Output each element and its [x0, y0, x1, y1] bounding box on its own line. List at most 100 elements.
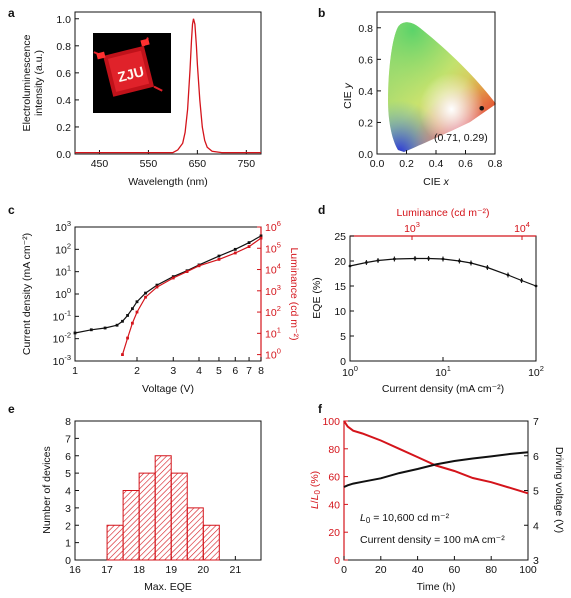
panel-d-x-tick-top-label: 104 [514, 220, 530, 235]
panel-d-x-tick-label: 100 [342, 364, 358, 379]
panel-f-x-tick-label: 100 [519, 564, 537, 576]
panel-f-y-label: L/L0 (%) [309, 471, 322, 509]
panel-d-y-tick-label: 20 [334, 256, 346, 268]
panel-d-x-tick-top-label: 103 [404, 220, 420, 235]
panel-c-current-density-point [144, 291, 147, 295]
panel-e-x-label: Max. EQE [144, 581, 192, 593]
panel-c-luminance-point [121, 353, 124, 356]
panel-b-x-tick-label: 0.4 [429, 158, 444, 170]
panel-e-bar [154, 455, 172, 561]
panel-c-x-tick-label: 7 [246, 365, 252, 377]
panel-c-current-density-point [73, 331, 77, 335]
panel-f-y-tick-right-label: 7 [533, 416, 539, 428]
panel-d-plot-frame [349, 235, 537, 362]
panel-e-x-tick-label: 17 [101, 564, 113, 576]
panel-c-y-tick-label: 101 [55, 264, 71, 279]
panel-a-x-tick-label: 650 [189, 158, 207, 170]
panel-d-eqe-point [348, 264, 352, 268]
panel-f-driving-voltage-line [343, 451, 529, 488]
panel-a-inset-text: ZJU [116, 63, 146, 85]
panel-f-annotation-current: Current density = 100 mA cm⁻² [360, 534, 505, 546]
panel-c-luminance-point [197, 264, 201, 268]
panel-a-y-label-line1: Electroluminescence [21, 34, 33, 131]
panel-c-y-tick-right-label: 101 [265, 325, 281, 340]
panel-e-y-tick-label: 8 [65, 416, 71, 428]
panel-c-current-density-point [121, 319, 124, 323]
panel-letter-c: c [8, 203, 15, 217]
panel-b-x-tick-label: 0.2 [399, 158, 414, 170]
panel-e-y-tick-label: 5 [65, 468, 71, 480]
panel-d-eqe-point [376, 259, 380, 262]
panel-b-x-label: CIE x [423, 176, 449, 188]
panel-e-y-tick-label: 0 [65, 555, 71, 567]
panel-c-x-tick-label: 6 [232, 365, 238, 377]
panel-e-bar [202, 524, 220, 561]
panel-c-x-tick-label: 2 [134, 365, 140, 377]
panel-c-luminance-point [144, 295, 147, 299]
panel-d-y-tick-label: 10 [334, 306, 346, 318]
panel-d-eqe-point [441, 257, 445, 261]
panel-f-y-tick-label: 40 [328, 499, 340, 511]
panel-e-x-tick-label: 16 [69, 564, 81, 576]
panel-c-current-density-point [155, 283, 159, 287]
panel-e-y-tick-label: 4 [65, 486, 71, 498]
panel-e-y-tick-label: 7 [65, 433, 71, 445]
panel-c-current-density-point [233, 247, 237, 251]
panel-b-x-tick-label: 0.8 [488, 158, 503, 170]
panel-a-y-tick-label: 0.6 [56, 68, 71, 80]
panel-f-y-tick-label: 60 [328, 472, 340, 484]
panel-a-x-label: Wavelength (nm) [128, 176, 208, 188]
panel-c-luminance-point [185, 270, 189, 273]
panel-e-x-tick-label: 20 [197, 564, 209, 576]
panel-c-luminance-point [171, 276, 175, 280]
panel-c-y-tick-label: 100 [55, 286, 71, 301]
panel-d-eqe-point [534, 284, 538, 288]
panel-d-chart: Luminance (cd m⁻²) Current density (mA c… [311, 207, 544, 395]
panel-c-current-density-point [89, 328, 93, 332]
panel-e-y-tick-label: 3 [65, 503, 71, 515]
panel-c-y-tick-right-label: 106 [265, 219, 281, 234]
panel-a-x-tick-label: 550 [140, 158, 158, 170]
panel-c-y-tick-label: 10-2 [53, 331, 71, 346]
panel-c-y-tick-right-label: 103 [265, 283, 281, 298]
panel-f-x-tick-label: 80 [485, 564, 497, 576]
panel-b-y-tick-label: 0.0 [358, 149, 373, 161]
panel-c-x-tick-label: 8 [258, 365, 264, 377]
panel-c-y-tick-right-label: 104 [265, 262, 281, 277]
panel-d-y-tick-label: 15 [334, 281, 346, 293]
panel-f-x-tick-label: 60 [449, 564, 461, 576]
panel-c-luminance-point [247, 245, 251, 248]
panel-b-point-label: (0.71, 0.29) [434, 132, 488, 144]
panel-f-y-tick-label: 80 [328, 444, 340, 456]
panel-e-y-tick-label: 1 [65, 538, 71, 550]
panel-f-y-label-right: Driving voltage (V) [553, 447, 565, 533]
panel-e-x-tick-label: 19 [165, 564, 177, 576]
panel-f-x-label: Time (h) [417, 581, 456, 593]
panel-a-y-tick-label: 0.8 [56, 41, 71, 53]
panel-f-y-tick-label: 20 [328, 527, 340, 539]
panel-b-chart: CIE x CIE y (0.71, 0.29) 0.0 0.2 0.4 0.6 0.8… [342, 11, 503, 188]
panel-c-luminance-line [121, 237, 262, 355]
panel-b-y-tick-label: 0.8 [358, 23, 373, 35]
panel-b-y-tick-label: 0.6 [358, 54, 373, 66]
panel-c-current-density-point [259, 234, 263, 238]
panel-c-x-tick-label: 1 [72, 365, 78, 377]
panel-a-chart: ZJU Wavelength (nm) Electroluminescence … [21, 11, 262, 188]
panel-c-chart: Voltage (V) Current density (mA cm⁻²) Lu… [21, 219, 300, 395]
panel-e-bar [186, 507, 204, 561]
panel-a-spectrum-line [75, 18, 261, 154]
panel-d-eqe-point [364, 261, 368, 264]
panel-e-chart: Max. EQE Number of devices 16 17 18 19 20 210… [41, 416, 262, 593]
panel-c-luminance-point [233, 251, 237, 255]
panel-a-x-tick-label: 450 [91, 158, 109, 170]
panel-e-bar [106, 524, 124, 561]
panel-a-y-tick-label: 0.0 [56, 149, 71, 161]
panel-c-y-tick-right-label: 100 [265, 347, 281, 362]
panel-e-x-tick-label: 21 [230, 564, 242, 576]
panel-d-eqe-point [413, 257, 417, 260]
panel-a-inset-photo: ZJU [93, 33, 171, 113]
panel-f-x-tick-label: 0 [341, 564, 347, 576]
panel-f-x-tick-label: 20 [375, 564, 387, 576]
panel-b-x-tick-label: 0.0 [370, 158, 385, 170]
